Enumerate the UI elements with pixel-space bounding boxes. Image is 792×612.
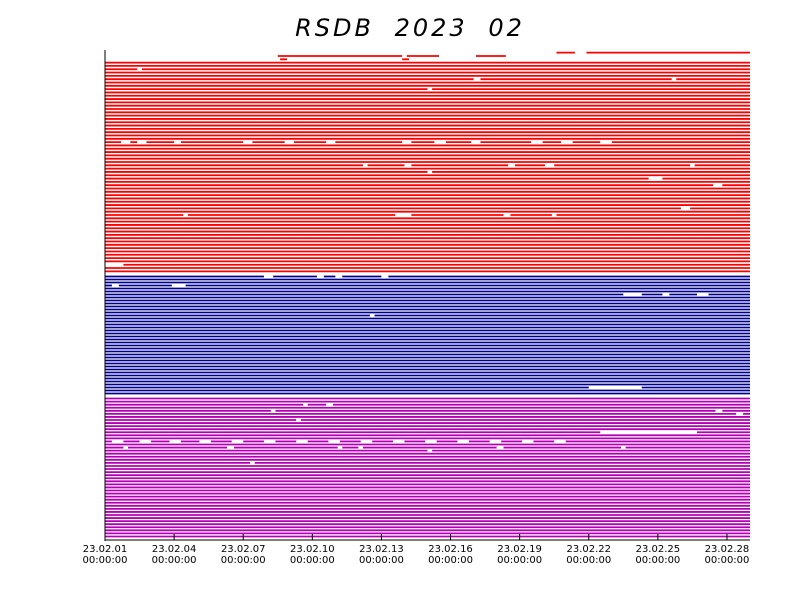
x-tick-label: 23.02.10 00:00:00 [289,544,335,566]
x-tick-label: 23.02.16 00:00:00 [428,544,473,566]
x-tick-label: 23.02.28 00:00:00 [704,544,750,566]
x-tick-label: 23.02.22 00:00:00 [566,544,612,566]
x-tick-label: 23.02.01 00:00:00 [82,544,128,566]
x-tick-label: 23.02.25 00:00:00 [635,544,681,566]
x-tick-label: 23.02.04 00:00:00 [151,544,197,566]
x-tick-label: 23.02.19 00:00:00 [497,544,543,566]
x-tick-label: 23.02.13 00:00:00 [358,544,404,566]
x-tick-label: 23.02.07 00:00:00 [220,544,266,566]
chart-title: RSDB 2023 02 [295,14,525,42]
